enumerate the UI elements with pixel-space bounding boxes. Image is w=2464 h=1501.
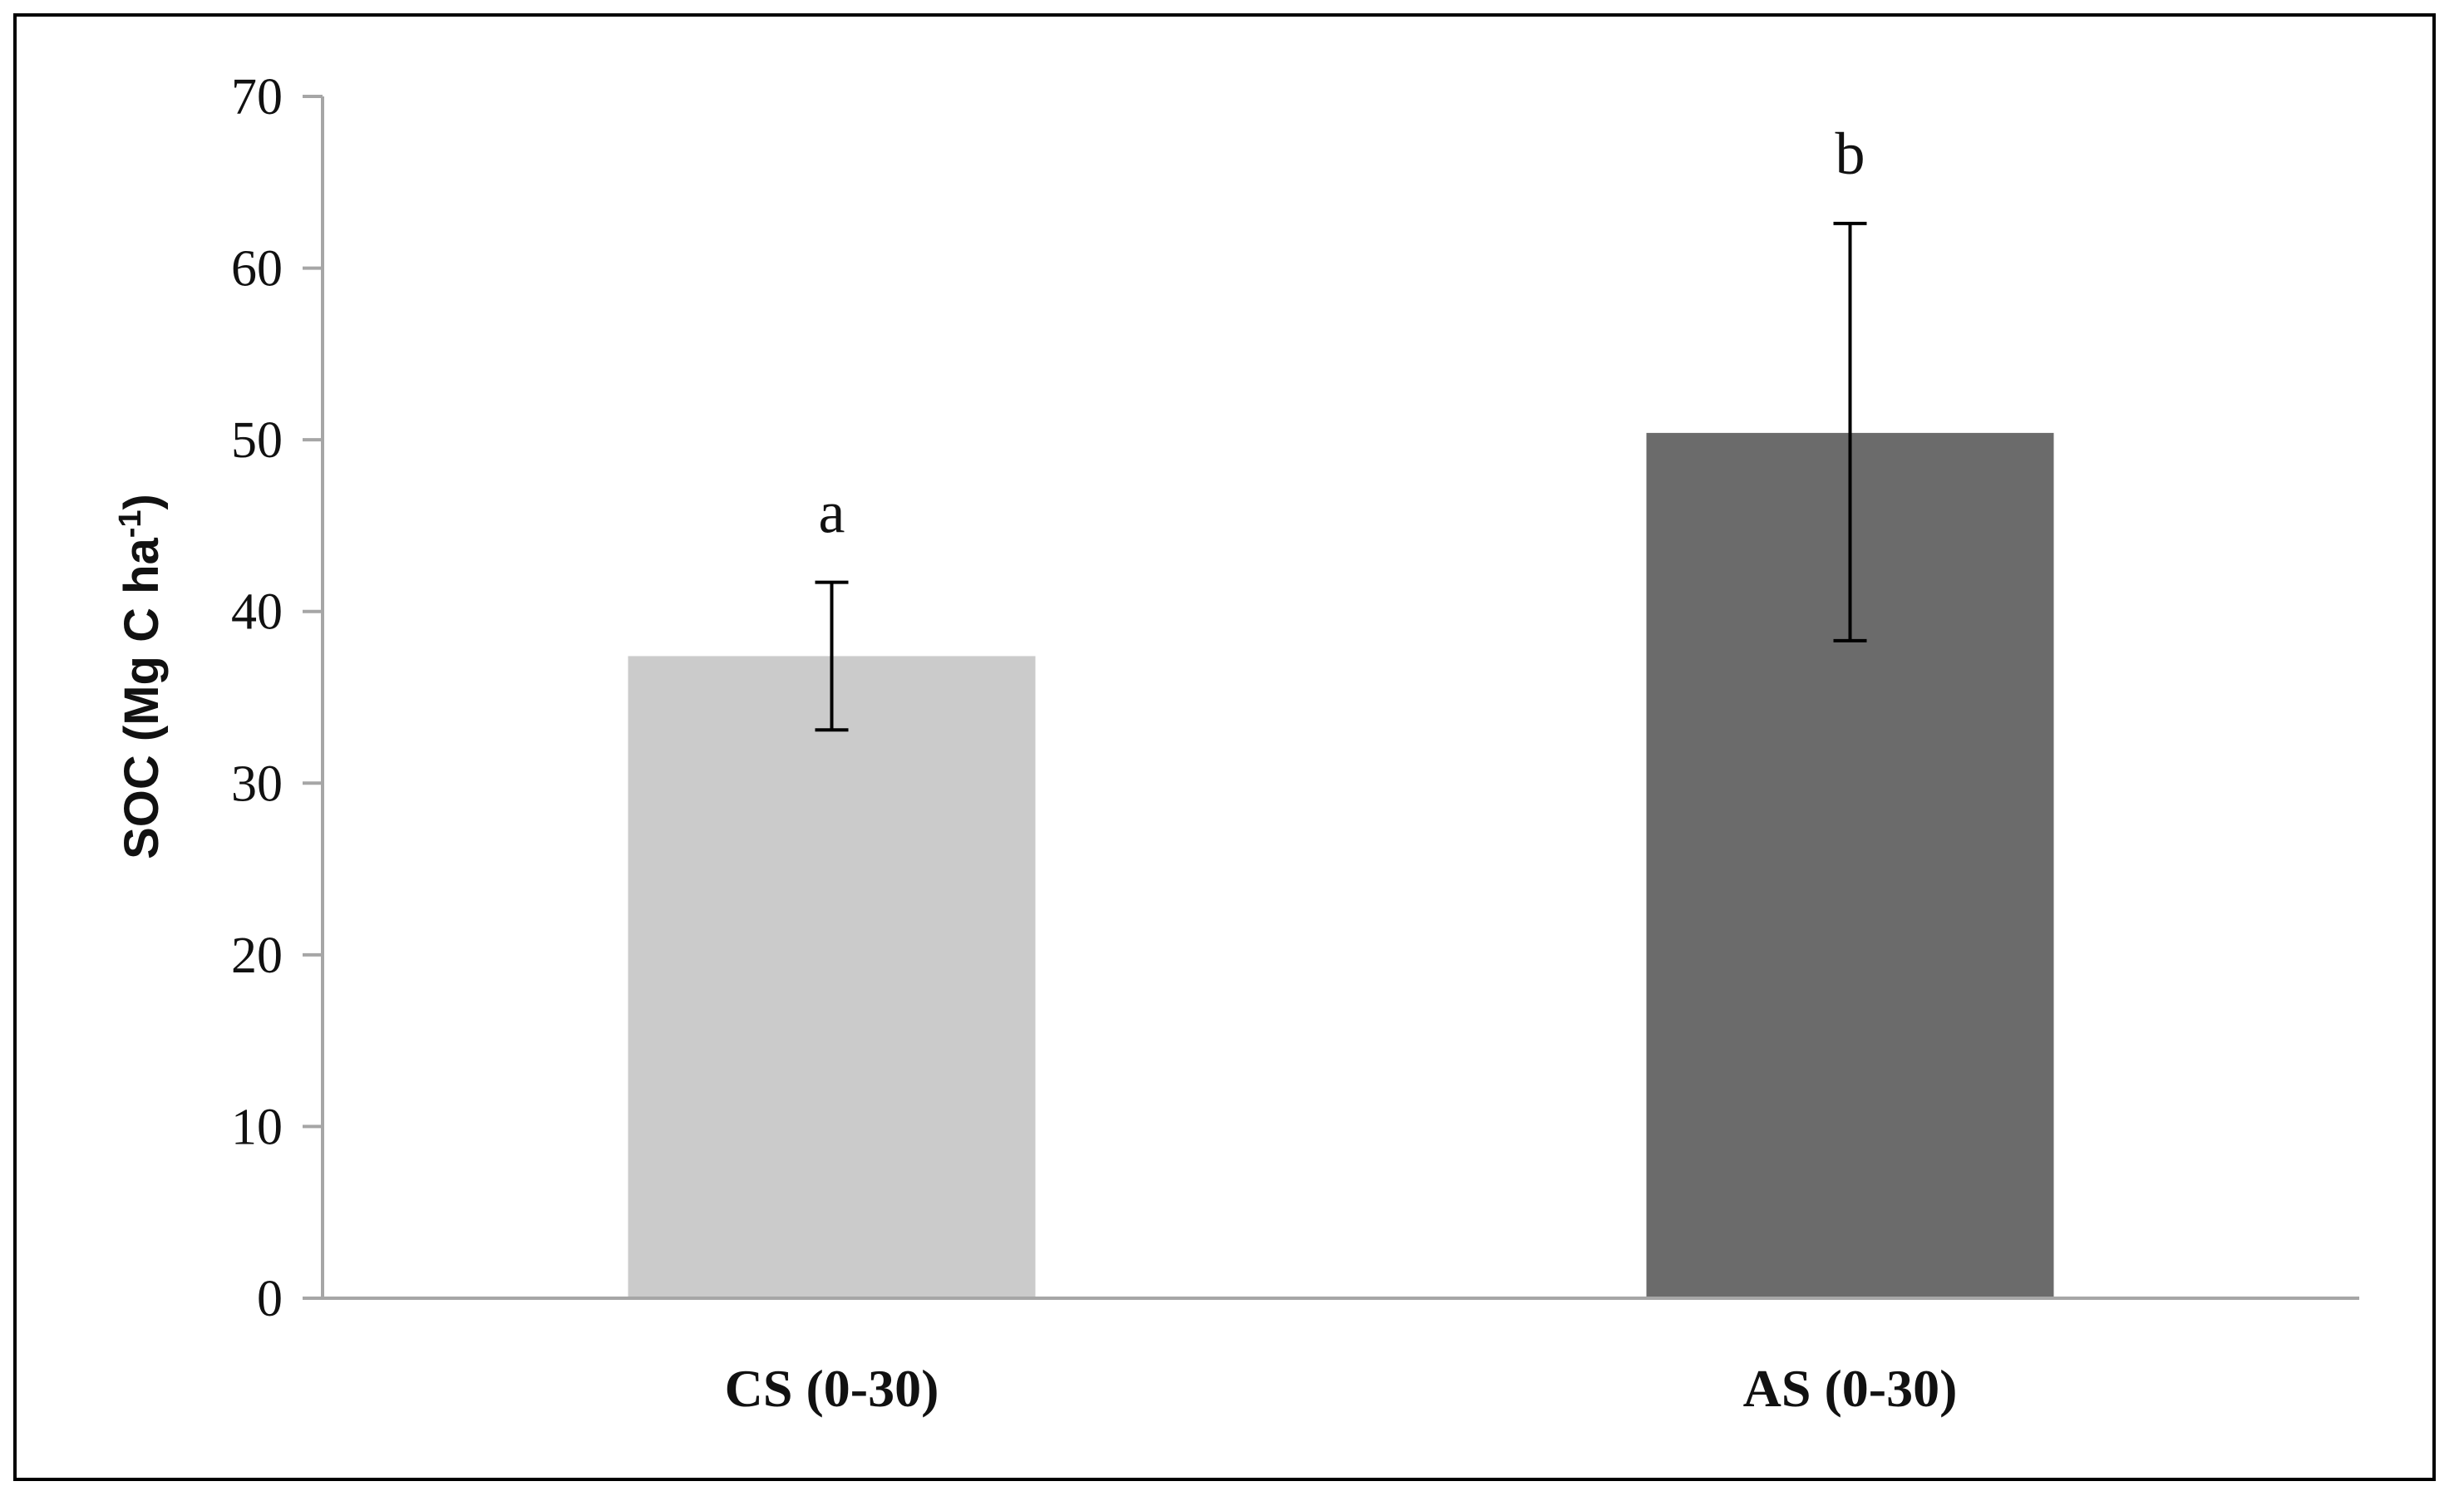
y-axis-title-superscript: -1 bbox=[113, 509, 148, 538]
axes bbox=[303, 96, 2359, 1300]
y-tick-label: 30 bbox=[231, 755, 283, 812]
y-tick-label: 0 bbox=[257, 1271, 283, 1327]
significance-letter: b bbox=[1836, 121, 1865, 187]
x-category-label: AS (0-30) bbox=[1743, 1359, 1958, 1418]
bars bbox=[628, 432, 2054, 1298]
bar-chart: SOC (Mg C ha-1) 0 10 20 30 40 50 60 70 CS (0-30… bbox=[113, 69, 2359, 1418]
y-tick-label: 50 bbox=[231, 412, 283, 469]
y-tick-label: 60 bbox=[231, 241, 283, 298]
significance-letters: ab bbox=[819, 121, 1865, 546]
y-tick-label: 70 bbox=[231, 69, 283, 125]
y-tick-label: 20 bbox=[231, 928, 283, 984]
y-tick-label: 40 bbox=[231, 584, 283, 641]
y-tick-label: 10 bbox=[231, 1099, 283, 1155]
y-axis-title-suffix: ) bbox=[115, 494, 169, 509]
x-category-label: CS (0-30) bbox=[725, 1359, 939, 1418]
y-axis-ticks: 0 10 20 30 40 50 60 70 bbox=[231, 69, 323, 1327]
y-axis-title: SOC (Mg C ha-1) bbox=[113, 494, 169, 859]
svg-text:SOC (Mg C ha-1): SOC (Mg C ha-1) bbox=[113, 494, 169, 859]
y-axis-title-main: SOC (Mg C ha bbox=[115, 537, 169, 859]
significance-letter: a bbox=[819, 480, 845, 546]
category-labels: CS (0-30) AS (0-30) bbox=[725, 1359, 1958, 1418]
bar-1 bbox=[628, 656, 1036, 1298]
error-bars bbox=[815, 221, 1867, 732]
chart-frame: SOC (Mg C ha-1) 0 10 20 30 40 50 60 70 CS (0-30… bbox=[13, 13, 2436, 1481]
